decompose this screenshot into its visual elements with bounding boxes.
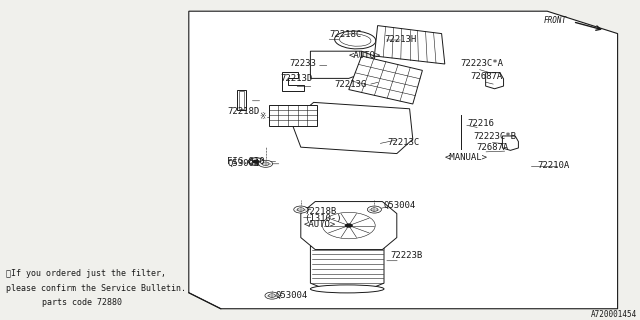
Text: 72216: 72216 bbox=[467, 119, 494, 128]
Text: Q53004: Q53004 bbox=[227, 159, 259, 168]
Text: A720001454: A720001454 bbox=[591, 310, 637, 319]
Ellipse shape bbox=[310, 285, 384, 293]
Polygon shape bbox=[362, 51, 374, 77]
Text: 72223C*A: 72223C*A bbox=[461, 60, 504, 68]
Polygon shape bbox=[282, 72, 304, 91]
Text: 72223C*B: 72223C*B bbox=[474, 132, 516, 141]
Text: 72213H: 72213H bbox=[384, 36, 416, 44]
Circle shape bbox=[371, 208, 378, 211]
Text: <MANUAL>: <MANUAL> bbox=[445, 153, 488, 162]
Text: 72218D: 72218D bbox=[227, 108, 259, 116]
Text: please confirm the Service Bulletin.: please confirm the Service Bulletin. bbox=[6, 284, 186, 293]
Text: 72210A: 72210A bbox=[538, 161, 570, 170]
Text: Q53004: Q53004 bbox=[275, 291, 307, 300]
Circle shape bbox=[323, 212, 375, 239]
Text: Q53004: Q53004 bbox=[384, 201, 416, 210]
Bar bbox=[269, 105, 317, 125]
Text: 72687A: 72687A bbox=[477, 143, 509, 152]
Circle shape bbox=[252, 160, 260, 164]
Text: <AUTO>: <AUTO> bbox=[349, 52, 381, 60]
Polygon shape bbox=[239, 91, 244, 109]
Polygon shape bbox=[301, 202, 397, 250]
Text: parts code 72880: parts code 72880 bbox=[42, 298, 122, 307]
Text: 72213C: 72213C bbox=[387, 138, 419, 147]
Circle shape bbox=[248, 158, 264, 165]
Polygon shape bbox=[374, 26, 445, 64]
Text: 72218B: 72218B bbox=[304, 207, 336, 216]
Circle shape bbox=[294, 206, 308, 213]
Polygon shape bbox=[237, 90, 246, 110]
Ellipse shape bbox=[335, 31, 376, 49]
Circle shape bbox=[297, 208, 304, 211]
Text: 72213D: 72213D bbox=[280, 74, 312, 83]
Text: ※: ※ bbox=[259, 112, 266, 121]
Circle shape bbox=[345, 224, 353, 228]
Circle shape bbox=[367, 206, 381, 213]
Circle shape bbox=[259, 160, 273, 167]
Text: 72218C: 72218C bbox=[330, 30, 362, 39]
Circle shape bbox=[269, 294, 275, 297]
Text: 72223B: 72223B bbox=[390, 252, 422, 260]
Text: ※If you ordered just the filter,: ※If you ordered just the filter, bbox=[6, 269, 166, 278]
Text: <AUTO>: <AUTO> bbox=[304, 220, 336, 229]
Text: FRONT: FRONT bbox=[543, 16, 566, 25]
Circle shape bbox=[265, 292, 279, 299]
Text: 72233: 72233 bbox=[289, 60, 316, 68]
Text: 72687A: 72687A bbox=[470, 72, 502, 81]
Polygon shape bbox=[291, 102, 413, 154]
Polygon shape bbox=[310, 51, 362, 78]
Polygon shape bbox=[502, 136, 518, 150]
Polygon shape bbox=[310, 246, 384, 290]
Polygon shape bbox=[349, 56, 422, 104]
Circle shape bbox=[262, 162, 269, 165]
Polygon shape bbox=[486, 73, 504, 89]
Text: (1310-): (1310-) bbox=[304, 214, 342, 223]
Polygon shape bbox=[189, 11, 618, 309]
Text: FIG.810: FIG.810 bbox=[227, 157, 265, 166]
Ellipse shape bbox=[339, 34, 371, 46]
Text: 72213G: 72213G bbox=[335, 80, 367, 89]
